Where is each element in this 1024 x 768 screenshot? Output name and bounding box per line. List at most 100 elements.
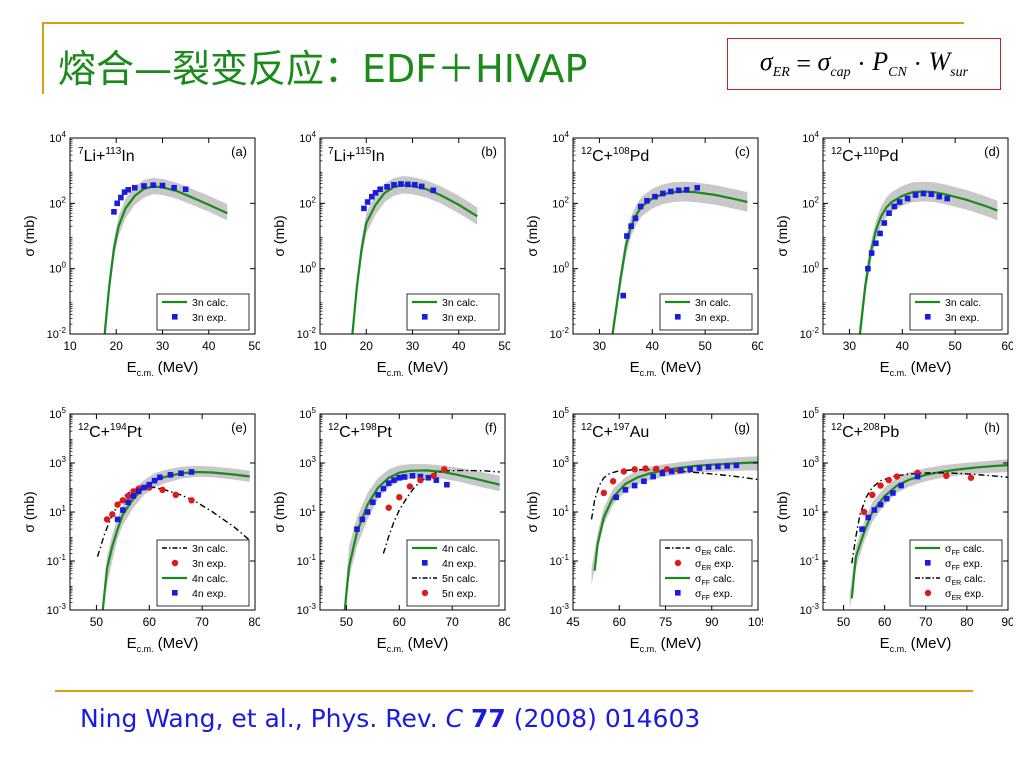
x-label-main: E [630, 359, 640, 376]
x-label-sub: c.m. [387, 368, 404, 378]
formula-dot-2: · [906, 49, 929, 78]
x-axis-label: Ec.m. (MeV) [880, 359, 952, 378]
chart-panel: 30 40 50 60 10-2 100 102 104 σ (mb) Ec.m. (MeV) 12C… [765, 108, 1015, 386]
x-label-main: E [880, 359, 890, 376]
legend-label: σFF calc. [945, 543, 985, 557]
data-point-square [620, 292, 627, 299]
legend-label: 3n exp. [442, 312, 476, 324]
y-tick-exponent: 4 [815, 130, 820, 139]
data-point-square [384, 184, 390, 190]
data-point-square [364, 199, 371, 205]
targ-symbol: Pd [879, 148, 899, 165]
data-point-square [631, 482, 638, 489]
x-tick-label: 90 [1001, 615, 1013, 629]
data-point-square [114, 516, 121, 523]
y-tick-exponent: 5 [815, 406, 820, 415]
y-tick-label: 104 [299, 130, 316, 145]
legend-label: 4n calc. [442, 543, 478, 555]
y-axis-label: σ (mb) [524, 215, 540, 256]
y-tick-base: 10 [49, 409, 61, 421]
y-tick-base: 10 [49, 264, 61, 276]
y-tick-exponent: -2 [59, 326, 67, 335]
y-tick-exponent: -1 [812, 553, 820, 562]
reaction-label: 7Li+113In [78, 146, 135, 165]
data-point-square [433, 477, 440, 483]
legend-swatch-circle [421, 589, 429, 597]
legend-text: calc. [711, 543, 736, 555]
proj-mass: 12 [78, 422, 90, 433]
data-point-square [361, 205, 367, 212]
y-tick-label: 103 [49, 455, 66, 470]
data-point-square [696, 465, 703, 471]
y-tick-base: 10 [802, 507, 814, 519]
data-point-square [687, 466, 693, 472]
data-point-square [412, 181, 418, 188]
y-tick-base: 10 [800, 329, 812, 341]
panel-label: (b) [481, 144, 497, 159]
proj-mass: 12 [581, 422, 593, 433]
data-point-circle [620, 468, 628, 475]
data-point-square [859, 526, 865, 532]
data-point-square [904, 195, 911, 202]
bottom-accent-line [55, 690, 973, 692]
legend-label: 3n calc. [192, 543, 228, 555]
legend-label: σER calc. [945, 573, 986, 587]
reaction-label: 12C+198Pt [328, 422, 392, 441]
formula-sigma-cap: σcap [817, 46, 851, 81]
reaction-label: 12C+108Pd [581, 146, 649, 165]
proj-mass: 12 [581, 146, 593, 157]
y-tick-label: 10-1 [550, 553, 570, 568]
data-point-square [865, 514, 872, 521]
formula-box: σER = σcap · PCN · Wsur [727, 38, 1001, 90]
targ-mass: 113 [105, 146, 121, 157]
x-label-sub: c.m. [137, 368, 154, 378]
y-tick-base: 10 [802, 264, 814, 276]
citation: Ning Wang, et al., Phys. Rev. C 77 (2008… [80, 704, 701, 733]
data-point-square [733, 462, 740, 469]
legend-label: 3n calc. [695, 297, 731, 309]
data-point-square [912, 192, 919, 198]
legend-label: 3n calc. [442, 297, 478, 309]
series-line [851, 471, 1008, 564]
data-point-square [171, 184, 177, 191]
y-tick-base: 10 [552, 264, 564, 276]
data-point-circle [124, 492, 132, 500]
data-point-square [118, 194, 124, 201]
y-tick-exponent: -1 [309, 553, 317, 562]
legend-sym: σ [695, 558, 702, 570]
x-tick-label: 70 [195, 615, 209, 629]
legend-text: calc. [961, 573, 986, 585]
data-point-square [125, 186, 132, 193]
legend-swatch-square [172, 314, 178, 320]
x-label-main: E [377, 635, 387, 652]
legend-sub: FF [951, 550, 960, 557]
legend-label: 4n exp. [192, 588, 226, 600]
legend-sym: σ [945, 543, 952, 555]
y-tick-base: 10 [299, 458, 311, 470]
y-tick-base: 10 [299, 133, 311, 145]
x-tick-label: 45 [566, 615, 580, 629]
data-point-square [650, 473, 656, 480]
x-label-sub: c.m. [640, 644, 657, 654]
y-tick-label: 10-3 [550, 602, 570, 617]
y-tick-base: 10 [299, 264, 311, 276]
series-line [858, 190, 998, 334]
y-tick-label: 102 [802, 195, 819, 210]
x-tick-label: 70 [919, 615, 933, 629]
legend-swatch-square [422, 314, 428, 320]
chart-panel: 50 60 70 80 90 10-3 10-1 101 103 105 σ (mb) Ec.m. (M… [765, 384, 1015, 662]
proj-symbol: C+ [592, 148, 613, 165]
x-tick-label: 50 [837, 615, 851, 629]
y-tick-exponent: 4 [62, 130, 67, 139]
legend-swatch-square [172, 590, 178, 596]
panel-label: (h) [984, 420, 1000, 435]
y-tick-label: 102 [299, 195, 316, 210]
y-tick-exponent: 5 [565, 406, 570, 415]
data-point-square [890, 490, 896, 496]
data-point-square [135, 488, 142, 495]
axes-frame [572, 137, 759, 335]
x-tick-label: 30 [156, 339, 170, 353]
y-tick-label: 105 [552, 406, 569, 421]
